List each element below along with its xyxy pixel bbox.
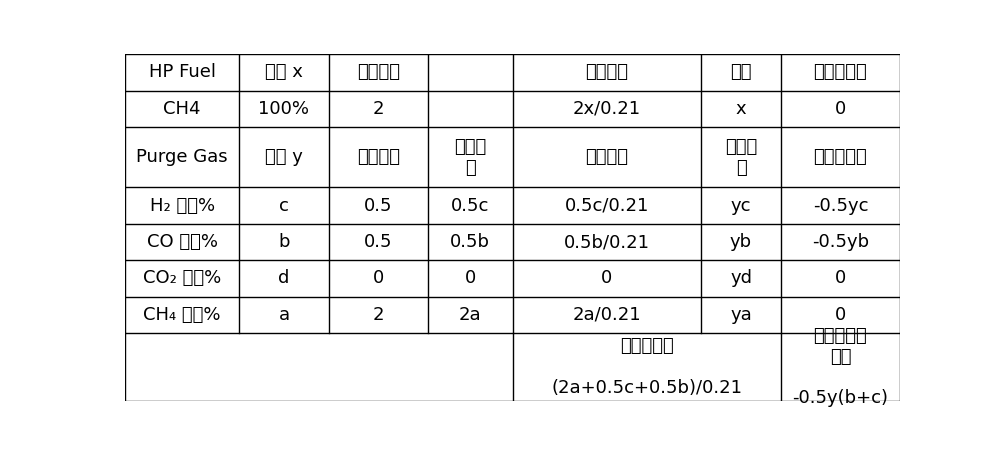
Text: 耗空气量: 耗空气量: [585, 63, 628, 81]
Text: 0: 0: [373, 270, 384, 287]
Text: 0.5c: 0.5c: [451, 197, 489, 215]
Text: 0: 0: [835, 100, 846, 118]
Text: Purge Gas: Purge Gas: [136, 148, 228, 166]
Text: 2x/0.21: 2x/0.21: [573, 100, 641, 118]
Text: 0.5: 0.5: [364, 197, 393, 215]
Text: 0: 0: [835, 270, 846, 287]
Text: CH4: CH4: [163, 100, 201, 118]
Text: 组分流
量: 组分流 量: [725, 138, 757, 177]
Text: d: d: [278, 270, 290, 287]
Text: 0: 0: [465, 270, 476, 287]
Text: 流量 x: 流量 x: [265, 63, 303, 81]
Text: H₂ 含量%: H₂ 含量%: [150, 197, 215, 215]
Text: 2a/0.21: 2a/0.21: [573, 306, 641, 324]
Text: 0.5: 0.5: [364, 233, 393, 251]
Text: 单位耗氧: 单位耗氧: [357, 63, 400, 81]
Text: 单位耗氧: 单位耗氧: [357, 148, 400, 166]
Text: CH₄ 含量%: CH₄ 含量%: [143, 306, 221, 324]
Text: HP Fuel: HP Fuel: [149, 63, 216, 81]
Text: x: x: [736, 100, 746, 118]
Text: 0.5c/0.21: 0.5c/0.21: [565, 197, 649, 215]
Text: -0.5yb: -0.5yb: [812, 233, 869, 251]
Text: ya: ya: [730, 306, 752, 324]
Text: yb: yb: [730, 233, 752, 251]
Text: 流量: 流量: [730, 63, 752, 81]
Text: b: b: [278, 233, 290, 251]
Text: yc: yc: [731, 197, 751, 215]
Text: 0: 0: [835, 306, 846, 324]
Text: 总耗空气量

(2a+0.5c+0.5b)/0.21: 总耗空气量 (2a+0.5c+0.5b)/0.21: [551, 337, 742, 397]
Text: 100%: 100%: [258, 100, 309, 118]
Text: CO₂ 含量%: CO₂ 含量%: [143, 270, 221, 287]
Text: 0: 0: [601, 270, 613, 287]
Text: 组分耗
氧: 组分耗 氧: [454, 138, 486, 177]
Text: CO 含量%: CO 含量%: [147, 233, 218, 251]
Text: 0.5b/0.21: 0.5b/0.21: [564, 233, 650, 251]
Text: 耗空气量: 耗空气量: [585, 148, 628, 166]
Text: 2a: 2a: [459, 306, 482, 324]
Text: -0.5yc: -0.5yc: [813, 197, 868, 215]
Text: 流量 y: 流量 y: [265, 148, 303, 166]
Text: 体积总的增
大量

-0.5y(b+c): 体积总的增 大量 -0.5y(b+c): [792, 327, 888, 408]
Text: c: c: [279, 197, 289, 215]
Text: 体积增大量: 体积增大量: [814, 148, 867, 166]
Text: yd: yd: [730, 270, 752, 287]
Text: 0.5b: 0.5b: [450, 233, 490, 251]
Text: 2: 2: [373, 100, 384, 118]
Text: a: a: [278, 306, 290, 324]
Text: 体积增大量: 体积增大量: [814, 63, 867, 81]
Text: 2: 2: [373, 306, 384, 324]
